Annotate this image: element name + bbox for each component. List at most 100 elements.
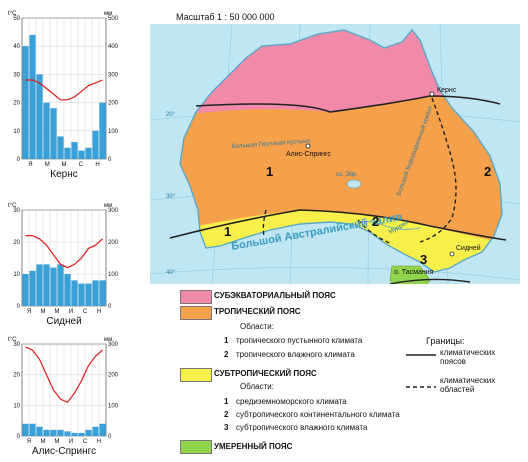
border-dashed-sample bbox=[406, 386, 436, 388]
precip-bar bbox=[57, 264, 64, 306]
month-label: С bbox=[83, 439, 88, 445]
precip-bar bbox=[29, 34, 36, 159]
right-tick: 300 bbox=[108, 342, 119, 348]
legend-trop-area-1-num: 1 bbox=[224, 336, 229, 345]
precip-bar bbox=[71, 432, 78, 436]
month-label: М bbox=[41, 439, 46, 445]
precip-bar bbox=[43, 264, 50, 306]
label-alice: Алис-Спрингс bbox=[286, 151, 331, 158]
right-tick: 100 bbox=[108, 129, 119, 135]
left-tick: 0 bbox=[17, 157, 21, 163]
chart-svg-cairns: t°C мм 50 500 40 400 30 300 20 200 10 100 0 0 Я М М С Н Кер… bbox=[8, 11, 119, 180]
precip-bar bbox=[71, 280, 78, 306]
precip-bar bbox=[50, 267, 57, 306]
river-murray bbox=[355, 220, 421, 230]
month-label: Я bbox=[27, 309, 31, 315]
legend-sub-area-2: субтропического континентального климата bbox=[236, 410, 400, 419]
precip-bar bbox=[22, 46, 29, 160]
legend-subequatorial: СУБЭКВАТОРИАЛЬНЫЙ ПОЯС bbox=[214, 291, 336, 300]
right-unit: мм bbox=[104, 337, 112, 343]
precip-bar bbox=[64, 431, 71, 436]
right-tick: 400 bbox=[108, 44, 119, 50]
legend-subtropical: СУБТРОПИЧЕСКИЙ ПОЯС bbox=[214, 369, 317, 378]
temperature-line bbox=[25, 79, 103, 101]
label-tasmania: о. Тасмания bbox=[394, 269, 434, 276]
month-label: Н bbox=[97, 309, 101, 315]
left-tick: 50 bbox=[13, 16, 20, 22]
left-tick: 30 bbox=[13, 72, 20, 78]
swatch-tropical bbox=[180, 306, 212, 320]
right-tick: 100 bbox=[108, 403, 119, 409]
legend-temperate: УМЕРЕННЫЙ ПОЯС bbox=[214, 442, 293, 451]
month-label: М bbox=[55, 439, 60, 445]
swatch-subtropical bbox=[180, 368, 212, 382]
city-sydney-dot bbox=[449, 251, 455, 257]
month-label: М bbox=[62, 162, 67, 168]
month-label: Я bbox=[27, 439, 31, 445]
month-label: М bbox=[55, 309, 60, 315]
precip-bar bbox=[50, 108, 57, 159]
left-tick: 20 bbox=[13, 373, 20, 379]
swatch-subequatorial bbox=[180, 290, 212, 304]
precip-bar bbox=[57, 429, 64, 436]
belt-border-tasmania bbox=[389, 278, 471, 284]
legend-sub-area-2-num: 2 bbox=[224, 410, 229, 419]
climate-chart-sydney: t°C мм 30 300 20 200 10 100 0 0 Я М М И С Н Сидней bbox=[6, 198, 122, 328]
precip-bar bbox=[43, 429, 50, 436]
legend-tropical-areas-title: Области: bbox=[240, 322, 274, 331]
precip-bar bbox=[29, 423, 36, 436]
region-2-tropical: 2 bbox=[484, 164, 491, 179]
legend-sub-area-3: субтропического влажного климата bbox=[236, 423, 368, 432]
month-label: Н bbox=[97, 439, 101, 445]
right-tick: 0 bbox=[108, 434, 112, 440]
legend-trop-area-1: тропического пустынного климата bbox=[236, 336, 363, 345]
precip-bar bbox=[92, 280, 99, 306]
climate-chart-cairns: t°C мм 50 500 40 400 30 300 20 200 10 100 0 0 Я М М С Н Кер… bbox=[6, 6, 122, 181]
left-tick: 10 bbox=[13, 129, 20, 135]
month-label: М bbox=[45, 162, 50, 168]
precip-bar bbox=[29, 270, 36, 306]
month-label: И bbox=[69, 309, 73, 315]
precip-bar bbox=[85, 147, 92, 159]
temperature-line bbox=[25, 235, 103, 269]
legend-sub-area-1-num: 1 bbox=[224, 397, 229, 406]
month-label: Я bbox=[28, 162, 32, 168]
right-tick: 500 bbox=[108, 16, 119, 22]
australia-climate-map: Кернс Алис-Спрингс Сидней о. Тасмания Бо… bbox=[150, 24, 520, 284]
legend-sub-area-3-num: 3 bbox=[224, 423, 229, 432]
month-label: И bbox=[69, 439, 73, 445]
legend-border-belts: климатических поясов bbox=[440, 348, 496, 366]
label-sydney: Сидней bbox=[456, 244, 481, 252]
region-3-subtropical: 3 bbox=[420, 252, 427, 267]
precip-bar bbox=[64, 147, 71, 159]
region-1-subtropical: 1 bbox=[224, 224, 231, 239]
precip-bar bbox=[64, 274, 71, 306]
chart-title: Алис-Спрингс bbox=[32, 446, 96, 457]
precip-bar bbox=[71, 142, 78, 159]
precip-bar bbox=[99, 280, 106, 306]
city-alice-dot bbox=[305, 143, 311, 149]
precip-bar bbox=[78, 432, 85, 436]
lat-40: 40° bbox=[166, 270, 176, 276]
precip-bar bbox=[22, 274, 29, 306]
border-solid-sample bbox=[406, 354, 436, 356]
legend-trop-area-2-num: 2 bbox=[224, 350, 229, 359]
right-tick: 300 bbox=[108, 208, 119, 214]
precip-bar bbox=[85, 283, 92, 306]
city-cairns-dot bbox=[429, 91, 435, 97]
precip-bar bbox=[36, 74, 43, 159]
left-tick: 40 bbox=[13, 44, 20, 50]
lake-eyre bbox=[346, 179, 362, 189]
right-tick: 200 bbox=[108, 101, 119, 107]
climate-chart-alice-springs: t°C мм 30 300 20 200 10 100 0 0 Я М М И С Н Алис-Спрингс bbox=[6, 332, 122, 458]
right-tick: 300 bbox=[108, 72, 119, 78]
precip-bar bbox=[22, 423, 29, 436]
left-tick: 20 bbox=[13, 101, 20, 107]
label-desert: Большая Песчаная пустыня bbox=[232, 139, 310, 150]
left-tick: 10 bbox=[13, 403, 20, 409]
right-tick: 200 bbox=[108, 240, 119, 246]
left-tick: 0 bbox=[17, 304, 21, 310]
right-tick: 200 bbox=[108, 373, 119, 379]
